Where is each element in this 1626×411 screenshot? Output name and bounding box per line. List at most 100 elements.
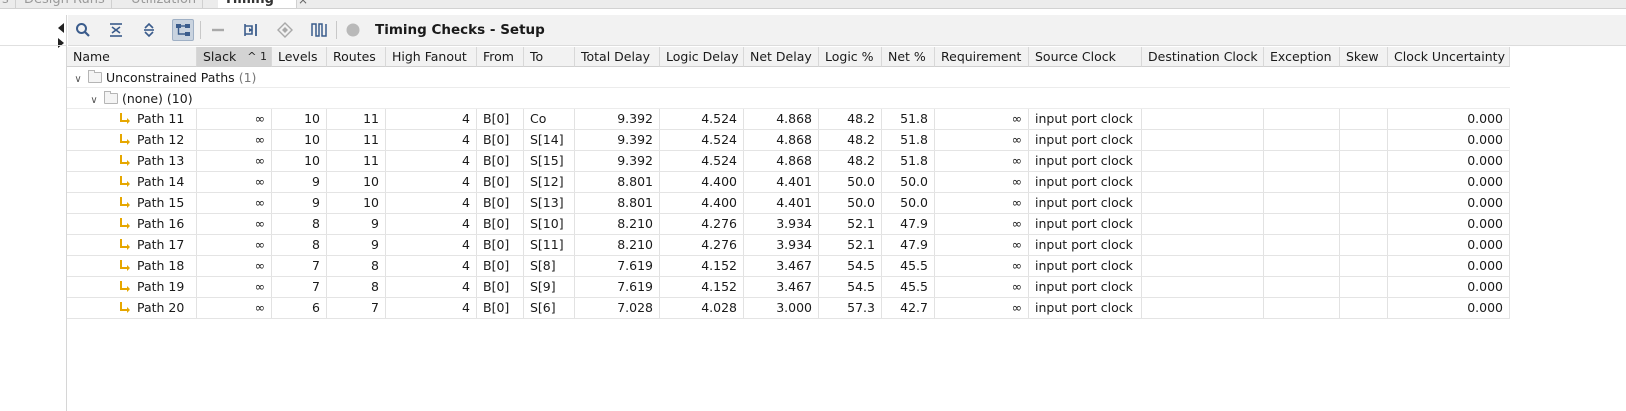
cell-to: S[6] — [524, 298, 575, 318]
search-button[interactable] — [72, 19, 94, 41]
column-header-levels[interactable]: Levels — [272, 47, 327, 67]
column-header-label: Routes — [333, 49, 376, 64]
cell-logic: 4.028 — [660, 298, 744, 318]
cell-name: Path 18 — [67, 256, 197, 276]
cell-exc — [1264, 277, 1340, 297]
tab-partial[interactable]: s — [0, 0, 16, 8]
column-header-slack[interactable]: Slack ^ 1 — [197, 47, 272, 67]
column-header-from[interactable]: From — [477, 47, 524, 67]
column-header-label: Destination Clock — [1148, 49, 1258, 64]
column-header-label: Slack — [203, 49, 237, 64]
expand-right-icon[interactable] — [58, 38, 64, 48]
cell-logic-pct: 54.5 — [819, 277, 882, 297]
column-header-requirement[interactable]: Requirement — [935, 47, 1029, 67]
cell-name: Path 15 — [67, 193, 197, 213]
chevron-down-icon[interactable]: ∨ — [74, 74, 82, 85]
cell-dst — [1142, 235, 1264, 255]
table-row[interactable]: Path 17 ∞ 8 9 4 B[0] S[11] 8.210 4.276 3.934 52.1 4… — [67, 235, 1510, 256]
cell-from: B[0] — [477, 235, 524, 255]
tab-timing[interactable]: Timing — [218, 0, 297, 8]
column-header-high-fanout[interactable]: High Fanout — [386, 47, 477, 67]
timing-path-icon — [120, 218, 130, 229]
cell-exc — [1264, 130, 1340, 150]
chevron-down-icon[interactable]: ∨ — [90, 95, 98, 106]
cell-net: 3.467 — [744, 256, 819, 276]
table-row[interactable]: Path 11 ∞ 10 11 4 B[0] Co 9.392 4.524 4.868 48.2 51… — [67, 109, 1510, 130]
cell-logic-pct: 50.0 — [819, 172, 882, 192]
cell-slack: ∞ — [197, 130, 272, 150]
collapse-all-button[interactable] — [105, 19, 127, 41]
cell-unc: 0.000 — [1388, 130, 1510, 150]
column-header-logic[interactable]: Logic % — [819, 47, 882, 67]
cell-total: 9.392 — [575, 151, 660, 171]
search-icon — [76, 23, 90, 37]
column-header-label: Skew — [1346, 49, 1379, 64]
cell-logic-pct: 54.5 — [819, 256, 882, 276]
table-row[interactable]: Path 15 ∞ 9 10 4 B[0] S[13] 8.801 4.400 4.401 50.0… — [67, 193, 1510, 214]
group-unconstrained-paths[interactable]: ∨ Unconstrained Paths (1) — [67, 67, 1510, 88]
minus-button[interactable] — [207, 19, 229, 41]
status-button[interactable] — [342, 19, 364, 41]
cell-exc — [1264, 109, 1340, 129]
cell-slack: ∞ — [197, 298, 272, 318]
goto-button[interactable] — [240, 19, 262, 41]
cell-net-pct: 50.0 — [882, 193, 935, 213]
cell-src: input port clock — [1029, 130, 1142, 150]
table-row[interactable]: Path 20 ∞ 6 7 4 B[0] S[6] 7.028 4.028 3.000 57.3 42… — [67, 298, 1510, 319]
cell-slack: ∞ — [197, 277, 272, 297]
cell-logic-pct: 50.0 — [819, 193, 882, 213]
column-header-exception[interactable]: Exception — [1264, 47, 1340, 67]
table-row[interactable]: Path 13 ∞ 10 11 4 B[0] S[15] 9.392 4.524 4.868 48.… — [67, 151, 1510, 172]
table-row[interactable]: Path 12 ∞ 10 11 4 B[0] S[14] 9.392 4.524 4.868 48.… — [67, 130, 1510, 151]
cell-from: B[0] — [477, 172, 524, 192]
column-header-label: Requirement — [941, 49, 1022, 64]
table-row[interactable]: Path 16 ∞ 8 9 4 B[0] S[10] 8.210 4.276 3.934 52.1 4… — [67, 214, 1510, 235]
cell-skew — [1340, 151, 1388, 171]
column-header-source-clock[interactable]: Source Clock — [1029, 47, 1142, 67]
waveform-button[interactable] — [308, 19, 330, 41]
cell-exc — [1264, 193, 1340, 213]
collapse-left-icon[interactable] — [58, 23, 64, 33]
cell-routes: 11 — [327, 109, 386, 129]
column-header-logic-delay[interactable]: Logic Delay — [660, 47, 744, 67]
column-header-label: Net % — [888, 49, 926, 64]
tab-utilization[interactable]: Utilization — [125, 0, 204, 8]
cell-exc — [1264, 256, 1340, 276]
column-header-label: Source Clock — [1035, 49, 1116, 64]
cell-net-pct: 45.5 — [882, 256, 935, 276]
timing-path-icon — [120, 239, 130, 250]
column-header-total-delay[interactable]: Total Delay — [575, 47, 660, 67]
cell-net: 3.934 — [744, 235, 819, 255]
cell-net-pct: 50.0 — [882, 172, 935, 192]
cell-src: input port clock — [1029, 256, 1142, 276]
expand-all-button[interactable] — [138, 19, 160, 41]
group-count: (1) — [238, 70, 257, 85]
cell-req: ∞ — [935, 172, 1029, 192]
hierarchy-view-button[interactable] — [172, 19, 194, 41]
cell-logic-pct: 48.2 — [819, 151, 882, 171]
cell-net: 4.868 — [744, 151, 819, 171]
toolbar-separator — [200, 21, 201, 39]
cell-logic-pct: 48.2 — [819, 130, 882, 150]
column-header-destination-clock[interactable]: Destination Clock — [1142, 47, 1264, 67]
column-header-net-delay[interactable]: Net Delay — [744, 47, 819, 67]
diamond-button[interactable] — [274, 19, 296, 41]
column-header-routes[interactable]: Routes — [327, 47, 386, 67]
cell-unc: 0.000 — [1388, 235, 1510, 255]
table-row[interactable]: Path 14 ∞ 9 10 4 B[0] S[12] 8.801 4.400 4.401 50.0… — [67, 172, 1510, 193]
table-row[interactable]: Path 18 ∞ 7 8 4 B[0] S[8] 7.619 4.152 3.467 54.5 45… — [67, 256, 1510, 277]
tab-close-icon[interactable]: × — [298, 0, 309, 7]
group-none[interactable]: ∨ (none) (10) — [67, 88, 1510, 109]
column-header-to[interactable]: To — [524, 47, 575, 67]
cell-net: 4.868 — [744, 130, 819, 150]
tab-design-runs[interactable]: Design Runs — [18, 0, 112, 8]
table-row[interactable]: Path 19 ∞ 7 8 4 B[0] S[9] 7.619 4.152 3.467 54.5 45… — [67, 277, 1510, 298]
column-header-clock-uncertainty[interactable]: Clock Uncertainty — [1388, 47, 1510, 67]
column-header-name[interactable]: Name — [67, 47, 197, 67]
column-header-net[interactable]: Net % — [882, 47, 935, 67]
column-header-label: Net Delay — [750, 49, 812, 64]
cell-levels: 10 — [272, 130, 327, 150]
column-header-skew[interactable]: Skew — [1340, 47, 1388, 67]
path-name: Path 14 — [137, 174, 185, 189]
cell-to: S[12] — [524, 172, 575, 192]
